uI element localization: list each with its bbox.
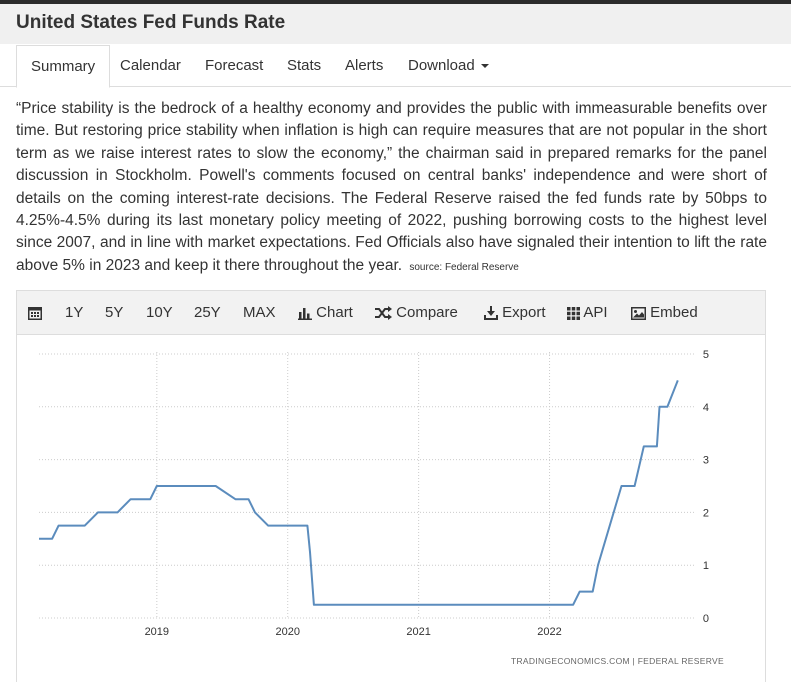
x-tick-label: 2020 — [275, 626, 299, 638]
chart-watermark: TRADINGECONOMICS.COM | FEDERAL RESERVE — [511, 656, 724, 666]
tab-download-label: Download — [408, 57, 475, 74]
y-tick-label: 5 — [703, 349, 709, 361]
series-line — [39, 380, 679, 606]
compare-button[interactable]: Compare — [374, 291, 458, 335]
caret-down-icon — [480, 64, 489, 69]
x-tick-label: 2019 — [145, 626, 169, 638]
grid-icon — [567, 306, 580, 320]
x-tick-label: 2021 — [406, 626, 430, 638]
y-tick-label: 3 — [703, 455, 709, 467]
export-button-label: Export — [502, 304, 546, 321]
tab-download[interactable]: Download — [394, 45, 503, 87]
download-icon — [484, 306, 498, 321]
x-tick-label: 2022 — [537, 626, 561, 638]
tab-stats[interactable]: Stats — [287, 57, 322, 74]
tab-bar: Summary Calendar Forecast Stats Alerts D… — [0, 45, 791, 88]
api-button[interactable]: API — [567, 291, 608, 335]
source-note: source: Federal Reserve — [409, 261, 519, 273]
export-button[interactable]: Export — [484, 291, 546, 335]
y-tick-label: 0 — [703, 613, 709, 625]
page-header: United States Fed Funds Rate — [0, 4, 791, 44]
image-icon — [631, 306, 646, 320]
tab-summary[interactable]: Summary — [16, 45, 111, 88]
tab-forecast[interactable]: Forecast — [205, 57, 264, 74]
chart-panel: 1Y 5Y 10Y 25Y MAX Chart Compare Export A… — [16, 290, 766, 682]
chart-toolbar: 1Y 5Y 10Y 25Y MAX Chart Compare Export A… — [17, 291, 765, 335]
range-1y-button[interactable]: 1Y — [65, 304, 84, 321]
summary-text: “Price stability is the bedrock of a hea… — [16, 98, 767, 279]
top-bar — [0, 0, 791, 4]
range-10y-button[interactable]: 10Y — [146, 304, 173, 321]
compare-button-label: Compare — [396, 304, 458, 321]
embed-button-label: Embed — [650, 304, 698, 321]
range-25y-button[interactable]: 25Y — [194, 304, 221, 321]
shuffle-icon — [375, 306, 392, 321]
y-tick-label: 1 — [703, 560, 709, 572]
tab-calendar[interactable]: Calendar — [120, 57, 181, 74]
y-tick-label: 4 — [703, 402, 709, 414]
range-5y-button[interactable]: 5Y — [105, 304, 124, 321]
y-tick-label: 2 — [703, 507, 709, 519]
calendar-icon[interactable] — [28, 291, 42, 335]
fed-funds-line-chart: 0 1 2 3 4 5 2019 2020 2021 2022 — [39, 349, 709, 638]
chart-button[interactable]: Chart — [298, 291, 353, 335]
api-button-label: API — [583, 304, 608, 321]
tab-alerts[interactable]: Alerts — [345, 57, 384, 74]
embed-button[interactable]: Embed — [631, 291, 698, 335]
bar-chart-icon — [298, 308, 312, 321]
summary-paragraph: “Price stability is the bedrock of a hea… — [16, 100, 767, 274]
chart-button-label: Chart — [316, 304, 353, 321]
page-title: United States Fed Funds Rate — [16, 12, 286, 33]
range-max-button[interactable]: MAX — [243, 304, 276, 321]
